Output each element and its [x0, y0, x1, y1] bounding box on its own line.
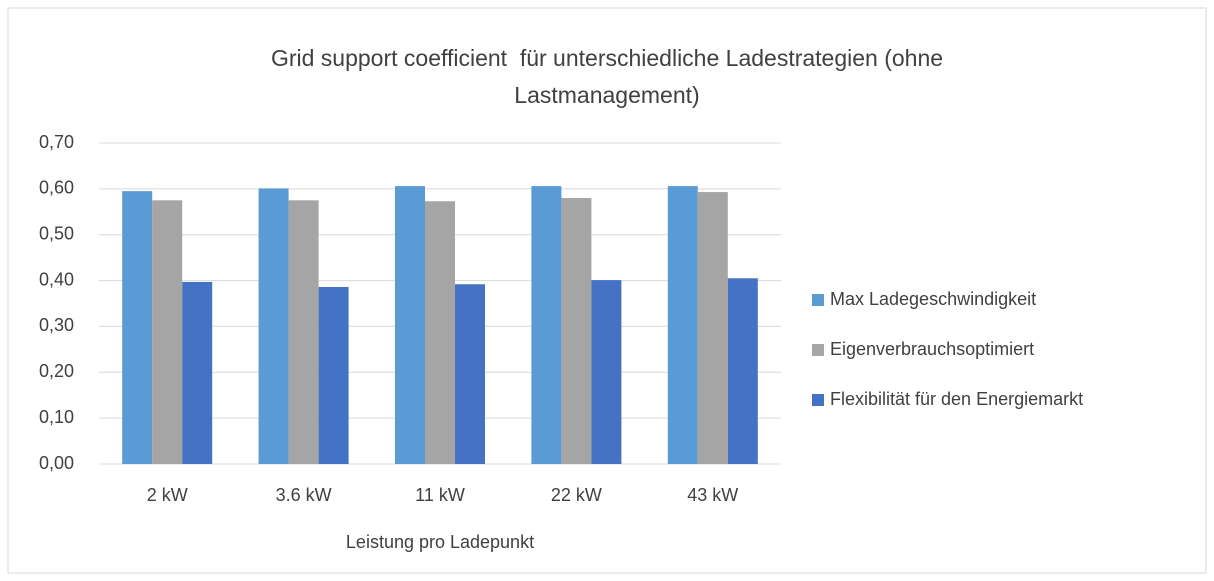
y-tick-label: 0,60 [39, 178, 74, 198]
legend-label: Eigenverbrauchsoptimiert [830, 339, 1034, 359]
legend-swatch [812, 294, 824, 306]
y-tick-label: 0,10 [39, 407, 74, 427]
x-tick-label: 43 kW [687, 485, 738, 505]
y-tick-label: 0,70 [39, 132, 74, 152]
bar [697, 192, 728, 464]
legend-label: Flexibilität für den Energiemarkt [830, 389, 1083, 409]
bar [727, 278, 758, 464]
x-tick-label: 22 kW [551, 485, 602, 505]
x-tick-label: 2 kW [147, 485, 188, 505]
x-axis-title: Leistung pro Ladepunkt [346, 532, 534, 552]
legend-swatch [812, 344, 824, 356]
bar [591, 280, 622, 464]
bar [531, 186, 562, 464]
bar [288, 200, 319, 465]
y-tick-label: 0,00 [39, 453, 74, 473]
chart-title: Grid support coefficient für unterschied… [270, 45, 950, 108]
legend-swatch [812, 394, 824, 406]
bar [455, 284, 485, 464]
y-tick-label: 0,40 [39, 269, 74, 289]
bar [152, 200, 183, 465]
bar [318, 286, 349, 464]
y-tick-label: 0,50 [39, 223, 74, 243]
bar [258, 188, 289, 465]
y-tick-label: 0,30 [39, 315, 74, 335]
y-tick-label: 0,20 [39, 361, 74, 381]
bar [182, 281, 213, 464]
x-tick-label: 3.6 kW [276, 485, 332, 505]
x-tick-label: 11 kW [415, 485, 465, 505]
bar [395, 186, 425, 464]
bar [425, 201, 455, 464]
bar [122, 191, 153, 464]
bar [667, 186, 698, 464]
bar [561, 198, 592, 464]
legend-label: Max Ladegeschwindigkeit [830, 289, 1036, 309]
